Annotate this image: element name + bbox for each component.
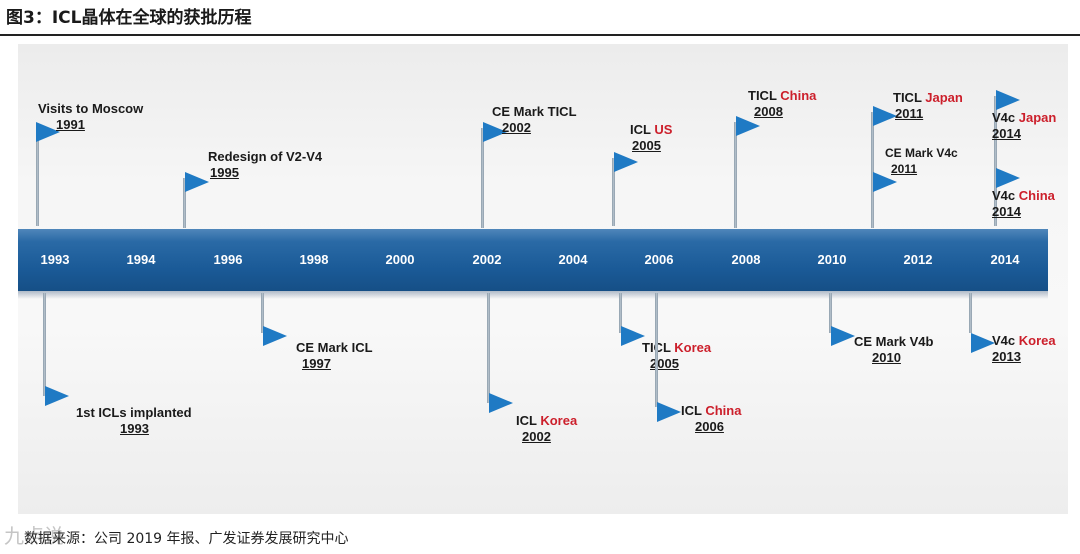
title-divider [0,34,1080,36]
milestone-label: CE Mark ICL 1997 [296,340,373,371]
milestone-label: V4c Japan 2014 [992,110,1057,141]
milestone-label: ICL Korea 2002 [516,413,578,444]
flag-icon [873,172,897,192]
flag-pole [261,293,264,333]
milestone-label: Visits to Moscow 1991 [38,101,144,132]
flag-pole [36,128,39,226]
flag-icon [185,172,209,192]
milestone-label: TICL China 2008 [748,88,817,119]
source-note: 数据来源：公司 2019 年报、广发证券发展研究中心 [24,531,349,547]
flag-icon [873,106,897,126]
flag-pole [43,293,46,396]
milestone-label: CE Mark TICL 2002 [492,104,577,135]
milestone-label: 1st ICLs implanted 1993 [76,405,192,436]
year-label: 2002 [472,252,502,267]
figure-title: 图3：ICL晶体在全球的获批历程 [6,8,252,28]
flag-icon [483,122,507,142]
flag-icon [971,333,995,353]
milestone-label: ICL China 2006 [681,403,742,434]
flag-pole [871,112,874,228]
flag-icon [614,152,638,172]
year-label: 1993 [40,252,70,267]
flag-icon [45,386,69,406]
year-label: 1998 [299,252,329,267]
flag-pole [734,122,737,228]
milestone-label: TICL Japan 2011 [893,90,963,121]
milestone-label: V4c Korea 2013 [992,333,1056,364]
milestone-label: ICL US 2005 [630,122,673,153]
year-label: 2010 [817,252,847,267]
milestone-label: Redesign of V2-V4 1995 [208,149,323,180]
milestone-label: TICL Korea 2005 [642,340,712,371]
year-label: 2004 [558,252,588,267]
year-label: 2006 [644,252,674,267]
flag-pole [969,293,972,333]
flag-icon [489,393,513,413]
flag-pole [829,293,832,333]
flag-pole [183,178,186,228]
flag-icon [736,116,760,136]
flag-pole [655,293,658,407]
flag-icon [621,326,645,346]
flag-icon [657,402,681,422]
year-label: 2000 [385,252,415,267]
year-label: 2012 [903,252,933,267]
flag-icon [831,326,855,346]
milestone-label: CE Mark V4b 2010 [854,334,934,365]
flag-icon [996,90,1020,110]
flag-pole [994,96,997,226]
year-label: 1996 [213,252,243,267]
year-label: 2014 [990,252,1020,267]
flag-icon [996,168,1020,188]
flag-icon [263,326,287,346]
timeline-band [18,229,1048,291]
milestone-label: CE Mark V4c 2011 [885,146,958,176]
flag-pole [481,128,484,228]
flag-pole [619,293,622,333]
flag-pole [487,293,490,403]
flag-pole [612,158,615,226]
year-label: 2008 [731,252,761,267]
flag-icon [36,122,60,142]
milestone-label: V4c China 2014 [992,188,1055,219]
watermark: 九点说 [4,524,64,548]
year-label: 1994 [126,252,156,267]
timeline-band-shadow [18,291,1048,299]
